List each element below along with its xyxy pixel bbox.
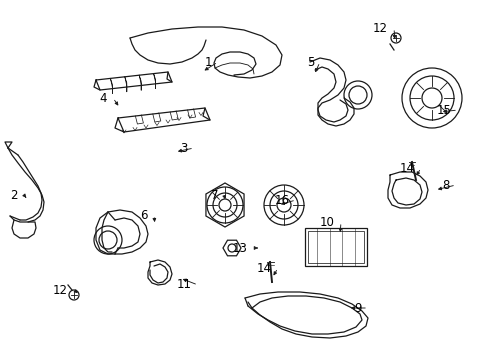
Text: 1: 1 xyxy=(204,55,212,68)
Text: 14: 14 xyxy=(400,162,415,175)
Text: 11: 11 xyxy=(177,279,192,292)
Text: 2: 2 xyxy=(10,189,18,202)
Text: 8: 8 xyxy=(442,179,450,192)
Text: 12: 12 xyxy=(53,284,68,297)
Text: 16: 16 xyxy=(275,194,290,207)
Bar xyxy=(308,231,364,263)
Text: 14: 14 xyxy=(257,261,272,274)
Text: 9: 9 xyxy=(354,302,362,315)
Bar xyxy=(305,228,367,266)
Text: 6: 6 xyxy=(141,208,148,221)
Text: 7: 7 xyxy=(211,189,218,202)
Text: 13: 13 xyxy=(233,242,248,255)
Text: 5: 5 xyxy=(307,55,314,68)
Text: 15: 15 xyxy=(437,104,452,117)
Text: 12: 12 xyxy=(373,22,388,35)
Text: 4: 4 xyxy=(99,91,107,104)
Text: 3: 3 xyxy=(181,141,188,154)
Text: 10: 10 xyxy=(320,216,335,229)
